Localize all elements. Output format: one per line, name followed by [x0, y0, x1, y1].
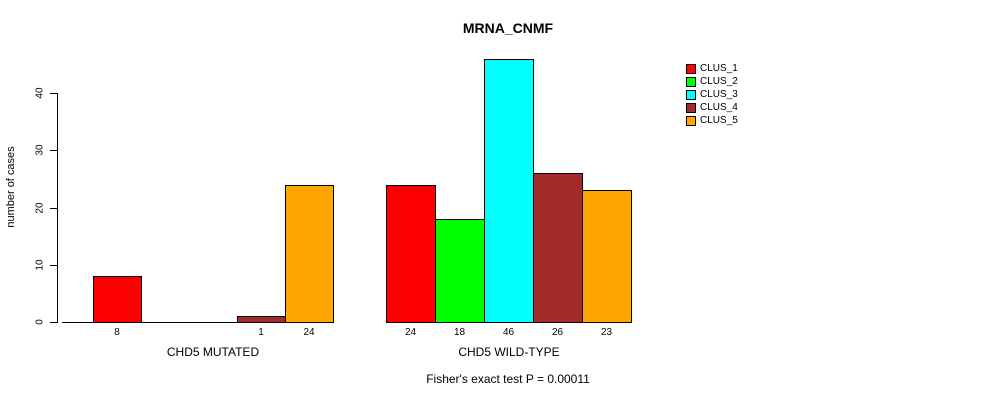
- legend-swatch-icon: [686, 76, 696, 87]
- legend-item-clus_1: CLUS_1: [686, 62, 738, 75]
- legend-item-clus_2: CLUS_2: [686, 75, 738, 88]
- bar-clus_1-group0: [93, 276, 142, 323]
- bar-value-label: 46: [502, 327, 515, 338]
- y-tick-label: 30: [34, 144, 46, 156]
- bar-clus_4-group1: [533, 173, 583, 323]
- x-group-label-chd5-mutated: CHD5 MUTATED: [166, 345, 260, 359]
- y-axis-line: [57, 93, 58, 323]
- bar-value-label: 8: [114, 327, 120, 338]
- x-group-label-chd5-wild-type: CHD5 WILD-TYPE: [458, 345, 560, 359]
- bar-clus_2-group1: [435, 219, 485, 323]
- bar-value-label: 26: [551, 327, 564, 338]
- y-tick-label: 10: [34, 259, 46, 271]
- y-tick: [50, 265, 57, 266]
- legend-swatch-icon: [686, 89, 696, 100]
- legend-swatch-icon: [686, 63, 696, 74]
- legend: CLUS_1 CLUS_2 CLUS_3 CLUS_4 CLUS_5: [686, 62, 738, 127]
- bar-value-label: 23: [600, 327, 613, 338]
- y-tick-label: 40: [34, 87, 46, 99]
- y-axis-label: number of cases: [5, 146, 17, 228]
- y-tick: [50, 93, 57, 94]
- legend-label: CLUS_4: [700, 102, 738, 113]
- bar-clus_4-group0: [237, 316, 286, 323]
- legend-swatch-icon: [686, 102, 696, 113]
- legend-label: CLUS_1: [700, 63, 738, 74]
- bar-clus_3-group1: [484, 59, 534, 323]
- bar-value-label: 1: [258, 327, 264, 338]
- y-tick-label: 0: [34, 319, 46, 325]
- y-tick: [50, 322, 57, 323]
- bar-value-label: 18: [453, 327, 466, 338]
- y-tick-label: 20: [34, 202, 46, 214]
- legend-item-clus_4: CLUS_4: [686, 101, 738, 114]
- legend-item-clus_5: CLUS_5: [686, 114, 738, 127]
- bar-value-label: 24: [303, 327, 315, 338]
- legend-swatch-icon: [686, 115, 696, 126]
- y-tick: [50, 150, 57, 151]
- fisher-test-annotation: Fisher's exact test P = 0.00011: [426, 372, 590, 386]
- legend-label: CLUS_3: [700, 89, 738, 100]
- legend-item-clus_3: CLUS_3: [686, 88, 738, 101]
- bar-clus_5-group0: [285, 185, 334, 323]
- y-tick: [50, 208, 57, 209]
- bar-clus_1-group1: [386, 185, 436, 323]
- bar-value-label: 24: [404, 327, 417, 338]
- chart-title: MRNA_CNMF: [462, 20, 554, 36]
- bar-clus_5-group1: [582, 190, 632, 323]
- legend-label: CLUS_2: [700, 76, 738, 87]
- x-baseline-group-0: [62, 322, 334, 323]
- legend-label: CLUS_5: [700, 115, 738, 126]
